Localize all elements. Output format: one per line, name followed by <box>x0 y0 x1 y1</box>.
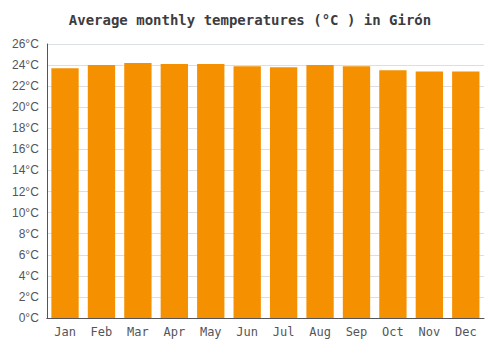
svg-text:Jan: Jan <box>54 325 76 339</box>
svg-text:10°C: 10°C <box>12 206 39 220</box>
svg-text:18°C: 18°C <box>12 121 39 135</box>
svg-text:Aug: Aug <box>309 325 331 339</box>
svg-text:6°C: 6°C <box>19 248 39 262</box>
svg-text:Feb: Feb <box>91 325 113 339</box>
svg-text:22°C: 22°C <box>12 79 39 93</box>
svg-text:0°C: 0°C <box>19 311 39 325</box>
svg-text:Oct: Oct <box>382 325 404 339</box>
svg-text:Sep: Sep <box>346 325 368 339</box>
svg-text:May: May <box>200 325 222 339</box>
svg-text:Mar: Mar <box>127 325 149 339</box>
svg-text:24°C: 24°C <box>12 58 39 72</box>
svg-text:16°C: 16°C <box>12 142 39 156</box>
svg-text:20°C: 20°C <box>12 100 39 114</box>
svg-text:Dec: Dec <box>455 325 477 339</box>
svg-text:14°C: 14°C <box>12 163 39 177</box>
svg-text:26°C: 26°C <box>12 37 39 51</box>
svg-text:8°C: 8°C <box>19 227 39 241</box>
svg-text:Jun: Jun <box>236 325 258 339</box>
svg-text:Jul: Jul <box>273 325 295 339</box>
svg-text:Apr: Apr <box>163 325 185 339</box>
svg-text:Nov: Nov <box>419 325 441 339</box>
svg-text:Average monthly temperatures (: Average monthly temperatures (°C ) in Gi… <box>69 12 431 28</box>
svg-text:4°C: 4°C <box>19 269 39 283</box>
svg-text:12°C: 12°C <box>12 185 39 199</box>
svg-text:2°C: 2°C <box>19 290 39 304</box>
